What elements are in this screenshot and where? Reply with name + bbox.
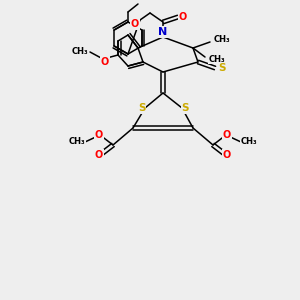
Text: O: O: [223, 150, 231, 160]
Text: O: O: [223, 130, 231, 140]
Text: S: S: [181, 103, 189, 113]
Text: S: S: [138, 103, 146, 113]
Text: CH₃: CH₃: [209, 55, 225, 64]
Text: CH₃: CH₃: [241, 137, 257, 146]
Text: O: O: [95, 130, 103, 140]
Text: S: S: [218, 63, 226, 73]
Text: CH₃: CH₃: [69, 137, 85, 146]
Text: O: O: [101, 57, 109, 67]
Text: CH₃: CH₃: [72, 47, 88, 56]
Text: N: N: [158, 27, 168, 37]
Text: O: O: [131, 19, 139, 29]
Text: CH₃: CH₃: [214, 35, 230, 44]
Text: O: O: [179, 12, 187, 22]
Text: O: O: [95, 150, 103, 160]
